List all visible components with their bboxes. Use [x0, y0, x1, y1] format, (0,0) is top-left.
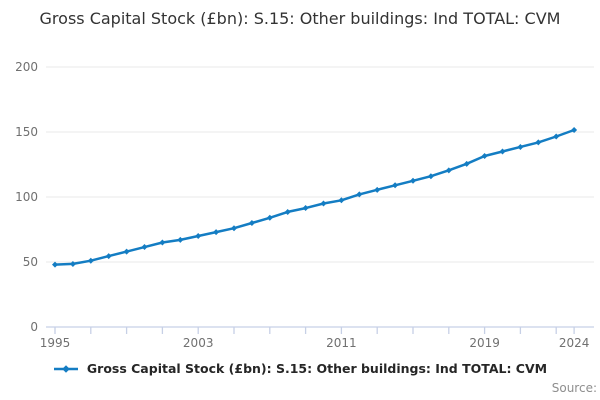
data-point [571, 127, 578, 134]
data-point [463, 160, 470, 167]
data-point [105, 253, 112, 260]
x-axis-tick-label: 1995 [40, 336, 71, 350]
x-axis-tick-label: 2011 [326, 336, 357, 350]
data-point [177, 236, 184, 243]
data-point [392, 182, 399, 189]
source-note: Source: [551, 381, 597, 395]
y-axis-tick-label: 100 [15, 190, 38, 204]
data-point [517, 143, 524, 150]
data-point [123, 248, 130, 255]
legend-series-label: Gross Capital Stock (£bn): S.15: Other b… [86, 361, 548, 376]
data-point [195, 233, 202, 239]
x-axis-tick-label: 2024 [559, 336, 590, 350]
data-point [284, 208, 291, 215]
data-point [553, 133, 560, 140]
data-point [320, 200, 327, 207]
data-point [266, 214, 273, 221]
data-point [141, 244, 148, 251]
data-point [159, 239, 166, 246]
data-point [427, 173, 434, 180]
y-axis-tick-label: 0 [30, 320, 38, 334]
data-point [410, 177, 416, 184]
x-axis-tick-label: 2003 [183, 336, 214, 350]
legend: Gross Capital Stock (£bn): S.15: Other b… [0, 361, 600, 376]
data-point [374, 186, 381, 193]
data-point [248, 220, 255, 226]
data-point [499, 148, 506, 155]
data-point [69, 260, 76, 267]
data-point [535, 139, 542, 146]
data-point [87, 257, 94, 264]
y-axis-tick-label: 200 [15, 60, 38, 74]
y-axis-tick-label: 150 [15, 125, 38, 139]
chart-title: Gross Capital Stock (£bn): S.15: Other b… [39, 9, 561, 28]
data-point [356, 191, 363, 198]
data-point [213, 229, 220, 236]
y-axis-tick-label: 50 [23, 255, 38, 269]
data-point [302, 205, 309, 212]
data-point [481, 153, 488, 160]
data-point [52, 261, 58, 268]
data-point [338, 197, 345, 204]
x-axis-tick-label: 2019 [469, 336, 500, 350]
data-line [54, 128, 575, 266]
legend-series-marker-icon [53, 364, 78, 373]
data-point [445, 167, 452, 174]
data-point [231, 225, 237, 232]
